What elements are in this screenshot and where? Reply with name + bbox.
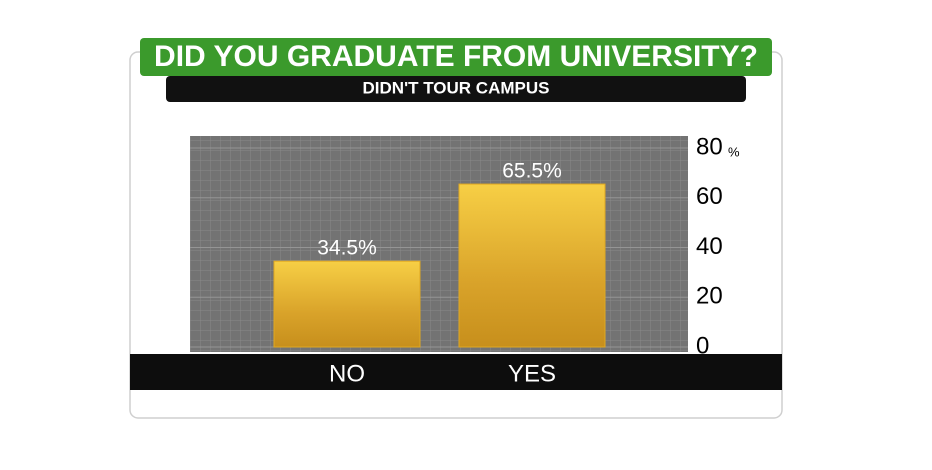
chart-subtitle: DIDN'T TOUR CAMPUS — [363, 78, 550, 97]
subtitle-bar — [166, 76, 746, 102]
y-tick-label: 20 — [696, 283, 723, 310]
y-unit: % — [728, 144, 740, 159]
bar — [458, 183, 606, 348]
value-label: 34.5% — [317, 237, 377, 260]
x-tick-label: YES — [508, 360, 556, 387]
bar — [273, 260, 421, 348]
y-tick-label: 60 — [696, 183, 723, 210]
y-tick-label: 80 — [696, 133, 723, 160]
title-banner — [140, 38, 772, 76]
x-tick-label: NO — [329, 360, 365, 387]
y-tick-label: 0 — [696, 332, 709, 359]
chart-title: DID YOU GRADUATE FROM UNIVERSITY? — [154, 40, 758, 73]
category-band — [130, 354, 782, 390]
y-tick-label: 40 — [696, 233, 723, 260]
value-label: 65.5% — [502, 160, 562, 183]
plot-grid — [190, 136, 688, 352]
